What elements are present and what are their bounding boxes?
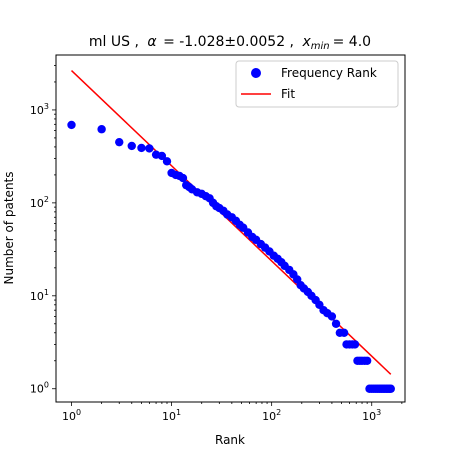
data-point xyxy=(163,157,171,165)
legend-label-frequency-rank: Frequency Rank xyxy=(281,66,377,80)
data-point xyxy=(67,121,75,129)
data-point xyxy=(145,144,153,152)
legend-label-fit: Fit xyxy=(281,87,295,101)
data-point xyxy=(363,357,371,365)
data-point xyxy=(351,340,359,348)
x-axis-label: Rank xyxy=(215,433,245,447)
data-point xyxy=(340,329,348,337)
data-point xyxy=(115,138,123,146)
data-point xyxy=(332,320,340,328)
data-point xyxy=(328,312,336,320)
legend: Frequency Rank Fit xyxy=(236,61,398,107)
data-point xyxy=(97,125,105,133)
data-point xyxy=(387,385,395,393)
legend-marker-frequency-rank xyxy=(251,68,261,78)
y-axis-label: Number of patents xyxy=(2,171,16,284)
data-point xyxy=(137,144,145,152)
data-point xyxy=(179,174,187,182)
data-point xyxy=(128,142,136,150)
